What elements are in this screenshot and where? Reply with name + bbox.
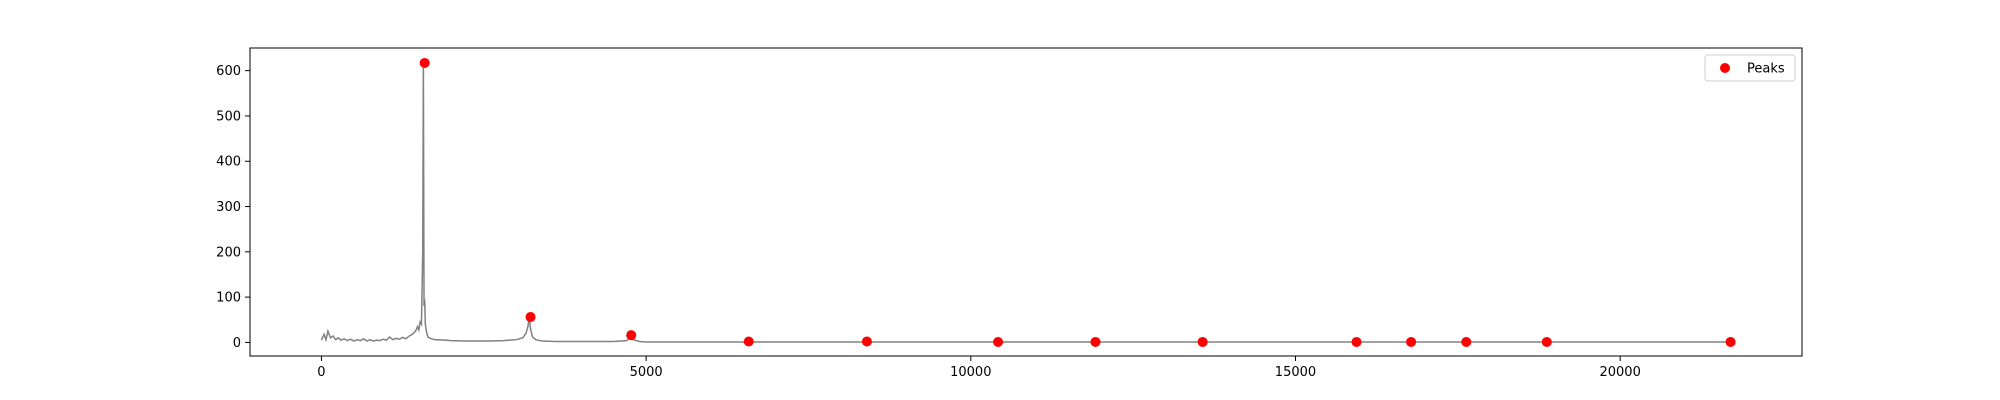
x-tick-label: 20000 [1599, 365, 1640, 380]
legend-peaks-marker-icon [1720, 63, 1730, 73]
y-tick-label: 300 [216, 200, 241, 215]
peak-point [1351, 336, 1362, 347]
x-tick-label: 10000 [950, 365, 991, 380]
y-tick-label: 200 [216, 245, 241, 260]
signal-series-line [320, 62, 1731, 343]
y-tick-label: 0 [233, 336, 241, 351]
peak-point [419, 57, 430, 68]
x-tick-label: 15000 [1275, 365, 1316, 380]
axis-ticks: 0 5000 10000 15000 20000 0 100 200 300 400 500 600 [216, 64, 1641, 380]
peak-point [1406, 336, 1417, 347]
peak-point [1197, 336, 1208, 347]
y-tick-label: 100 [216, 291, 241, 306]
y-tick-label: 400 [216, 155, 241, 170]
peak-point [743, 336, 754, 347]
y-tick-label: 500 [216, 109, 241, 124]
legend: Peaks [1704, 54, 1796, 82]
peak-point [1090, 336, 1101, 347]
peak-point [861, 336, 872, 347]
y-tick-label: 600 [216, 64, 241, 79]
peak-point [1461, 336, 1472, 347]
x-tick-label: 0 [317, 365, 325, 380]
x-tick-label: 5000 [630, 365, 663, 380]
peak-point [525, 312, 536, 323]
legend-frame [1704, 54, 1796, 82]
peak-point [1541, 336, 1552, 347]
peak-point [993, 336, 1004, 347]
plot-area [320, 57, 1736, 347]
peak-point [626, 330, 637, 341]
peak-point [1725, 336, 1736, 347]
axes-frame [249, 47, 1803, 357]
legend-peaks-label: Peaks [1747, 62, 1785, 77]
